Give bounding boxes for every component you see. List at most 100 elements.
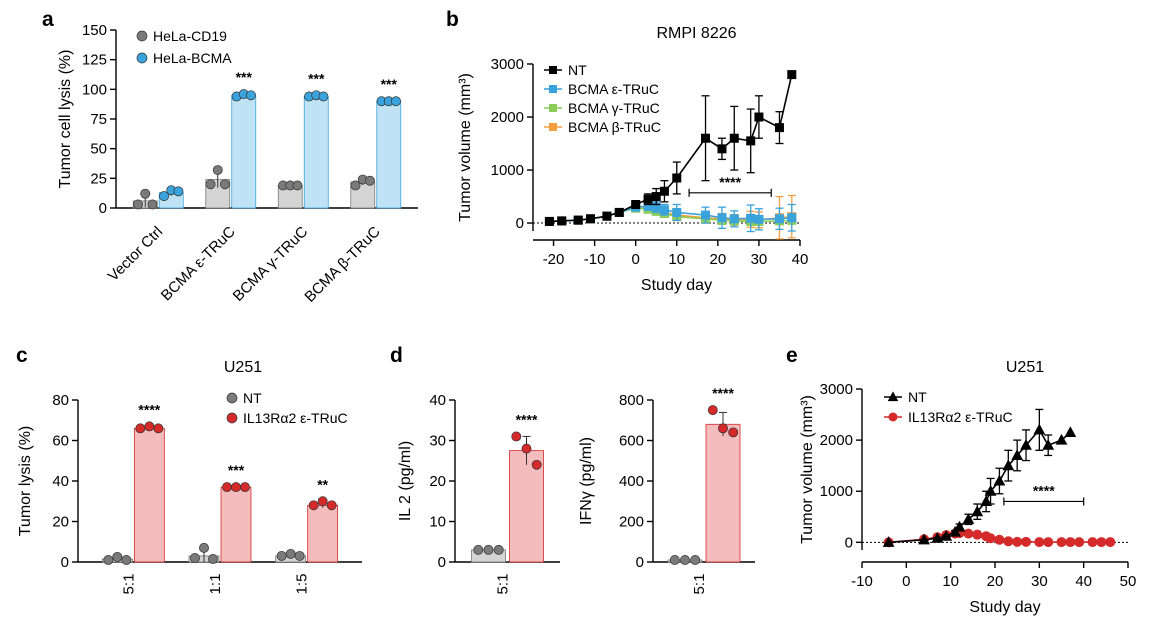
panel-a-category-label: Vector Ctrl [105,223,167,285]
panel-a-data-point [350,180,361,191]
panel-a-y-tick-label: 0 [99,200,107,217]
panel-d-il2-y-tick-label: 40 [429,392,446,409]
panel-b-data-point [774,123,784,133]
panel-e-x-tick-label: 10 [942,573,959,590]
panel-e-data-point [1056,537,1067,548]
panel-d-ifng-data-point [707,405,718,416]
panel-a-data-point [318,91,329,102]
panel-c-data-point [285,548,296,559]
panel-c-significance: *** [228,462,245,478]
panel-b-data-point [701,210,711,220]
panel-a-bar [350,181,376,209]
panel-label-c: c [16,344,28,367]
panel-d-il2-y-tick-label: 30 [429,433,446,450]
panel-c-title: U251 [224,359,262,376]
panel-b-data-point [672,173,682,183]
panel-e-data-point [971,505,984,517]
panel-b-data-point [754,112,764,122]
panel-label-b: b [446,8,459,31]
panel-e-data-point [931,531,944,543]
panel-a-data-point [391,96,401,107]
panel-e-data-point [972,529,983,540]
panel-b-data-point [701,133,711,143]
panel-c-legend-marker [226,412,238,424]
panel-d-il2-y-tick-label: 0 [438,554,446,571]
panel-c-legend-label: NT [243,390,262,406]
panel-b-legend-marker [549,66,557,74]
panel-c-data-point [112,551,123,562]
panel-d-ifng-data-point [680,555,690,565]
panel-a-y-tick-label: 75 [90,111,107,128]
panel-c-data-point [276,550,287,561]
panel-b-data-point [557,216,567,226]
panel-e-y-tick-label: 0 [845,534,853,551]
panel-b-data-point [717,144,727,154]
panel-c-significance: **** [138,401,160,417]
panel-b-data-point [651,192,661,202]
panel-c-data-point [240,482,250,493]
panel-d-il2-data-point [483,544,494,555]
panel-c-data-point [103,555,114,565]
panel-b-x-tick-label: -10 [584,251,606,268]
panel-a-category-label: BCMA ε-TRuC [158,223,239,304]
panel-e-data-point [1003,536,1014,547]
panel-e-data-point [1011,449,1024,460]
panel-a-y-tick-label: 100 [82,81,107,98]
panel-d-il2-y-label: IL 2 (pg/ml) [397,441,414,521]
panel-e-title: U251 [1006,359,1044,376]
panel-c-data-point [153,423,164,434]
panel-b-y-tick-label: 1000 [491,162,524,179]
panel-e-y-tick-label: 1000 [820,483,853,500]
panel-c-legend-marker [226,392,238,404]
panel-b-data-point [754,214,764,224]
panel-e-x-tick-label: 30 [1031,573,1048,590]
panel-e-data-point [1105,537,1116,548]
panel-b-data-point [659,186,669,196]
panel-e-data-point [1020,438,1032,450]
panel-b-data-point [774,214,784,224]
panel-label-a: a [42,8,54,31]
panel-d-ifng-data-point [718,423,728,434]
panel-b-legend-marker [549,123,557,131]
panel-b-data-point [602,211,612,221]
panel-a-y-tick-label: 50 [90,141,107,158]
panel-a-category-label: BCMA γ-TRuC [230,223,312,305]
panel-e-data-point [953,520,966,532]
panel-c-data-point [135,423,146,434]
panel-b-data-point [787,70,797,80]
panel-e-data-point [1042,438,1055,450]
panel-d-ifng-category-label: 5:1 [691,574,708,595]
panel-e-data-point [993,474,1006,486]
panel-d-il2-data-point [521,443,532,454]
panel-a-data-point [292,180,303,191]
panel-c-y-label: Tumor lysis (%) [17,426,34,537]
panel-e-y-tick-label: 3000 [820,381,853,398]
panel-e-y-label: Tumor volume (mm³) [799,395,816,544]
panel-b-x-tick-label: 20 [710,251,727,268]
panel-a-data-point [173,186,184,197]
panel-b-data-point [659,205,669,215]
panel-a-significance: *** [236,69,253,85]
panel-b-data-point [746,136,756,146]
panel-b-legend-label: BCMA β-TRuC [568,119,661,135]
panel-d-il2-category-label: 5:1 [495,574,512,595]
panel-a-legend-label: HeLa-CD19 [153,28,227,44]
panel-d-il2-data-point [493,544,504,555]
panel-e-data-point [1012,536,1023,547]
panel-a-bar [231,94,257,209]
panel-b-data-point [717,213,727,223]
panel-b-data-point [586,214,596,224]
panel-b-y-tick-label: 3000 [491,56,524,73]
panel-a-data-point [140,188,151,199]
panel-a-data-point [159,191,169,202]
panel-e-data-point [980,495,993,506]
panel-a-significance: *** [381,76,398,92]
panel-d-il2-data-point [531,459,542,470]
panel-a-y-tick-label: 150 [82,22,107,39]
panel-a-data-point [133,199,143,210]
panel-e-data-point [963,528,974,539]
panel-a-bar [376,100,402,209]
panel-b-data-point [672,207,682,217]
panel-d-ifng-y-label: IFNγ (pg/ml) [578,437,595,525]
panel-b-data-point [787,213,797,223]
